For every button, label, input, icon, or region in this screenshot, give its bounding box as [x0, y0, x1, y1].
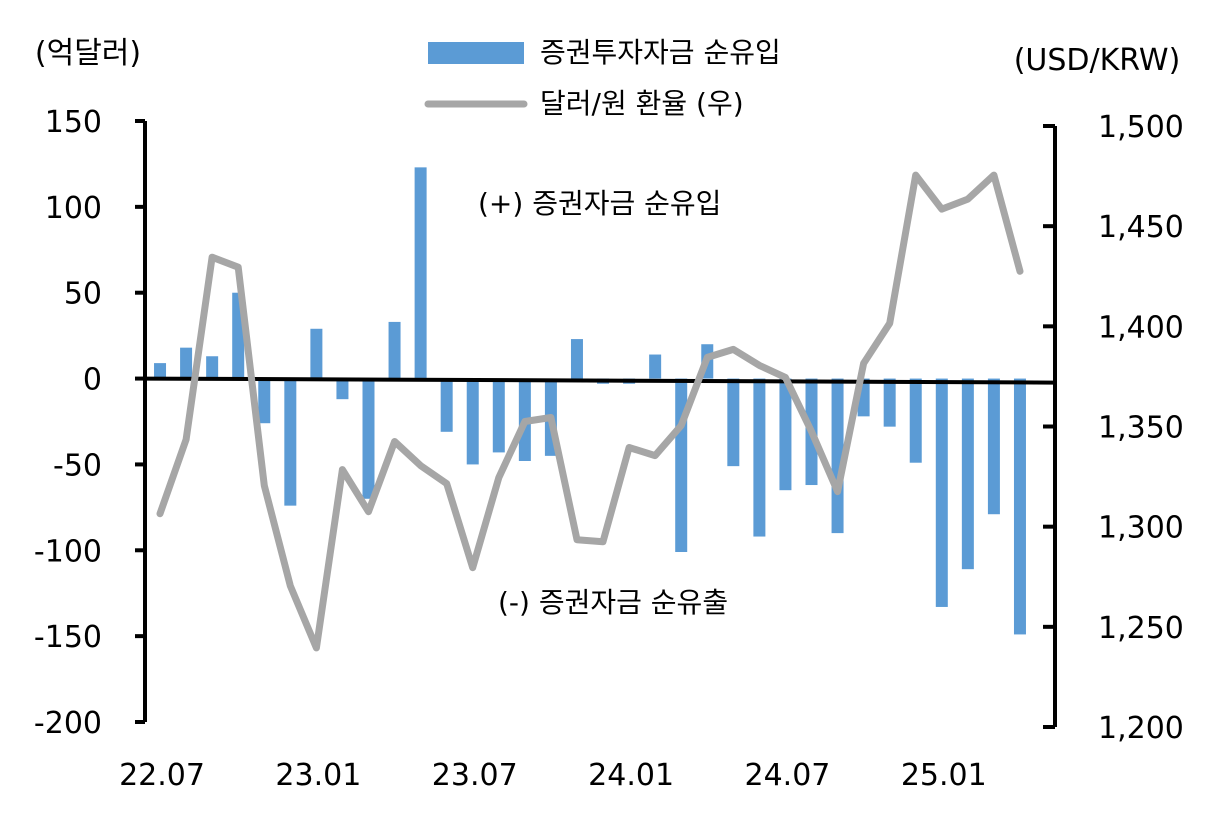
bar	[492, 378, 505, 453]
bar	[336, 378, 349, 400]
bar	[961, 378, 974, 570]
bar	[649, 354, 662, 379]
right-tick-label: 1,200	[1098, 711, 1184, 746]
bar	[388, 321, 401, 379]
annotation-outflow: (-) 증권자금 순유출	[498, 586, 728, 619]
left-tick-label: -50	[53, 448, 102, 483]
exchange-rate-point	[941, 208, 943, 210]
exchange-rate-point	[628, 447, 630, 449]
exchange-rate-point	[680, 425, 682, 427]
bar	[206, 356, 219, 379]
x-axis: 22.07 23.01 23.07 24.01 24.07 25.01	[119, 758, 987, 793]
bar	[779, 378, 792, 491]
legend-label-line: 달러/원 환율 (우)	[540, 87, 744, 120]
left-axis-unit: (억달러)	[35, 36, 141, 71]
left-axis: 150 100 50 0 -50 -100 -150 -200	[34, 105, 147, 741]
exchange-rate-point	[420, 465, 422, 467]
bar	[987, 378, 1000, 515]
bar	[258, 378, 271, 424]
bar	[284, 378, 297, 506]
right-tick-label: 1,400	[1098, 310, 1184, 345]
exchange-rate-point	[576, 539, 578, 541]
bar-series	[154, 167, 1026, 635]
legend-label-bar: 증권투자자금 순유입	[540, 36, 781, 69]
bar	[1013, 378, 1026, 635]
exchange-rate-point	[315, 647, 317, 649]
x-tick-label: 22.07	[119, 758, 205, 793]
bar	[753, 378, 766, 537]
exchange-rate-point	[446, 483, 448, 485]
exchange-rate-point	[472, 567, 474, 569]
left-tick-label: 150	[45, 105, 102, 140]
exchange-rate-point	[967, 198, 969, 200]
bar	[310, 328, 323, 379]
right-axis: 1,500 1,450 1,400 1,350 1,300 1,250 1,200	[1043, 110, 1184, 746]
bar	[675, 378, 688, 553]
exchange-rate-point	[524, 421, 526, 422]
right-axis-unit: (USD/KRW)	[1014, 43, 1181, 78]
zero-line-group	[144, 376, 1056, 385]
exchange-rate-point	[915, 174, 917, 176]
exchange-rate-point	[602, 541, 604, 543]
bar	[466, 378, 479, 465]
bar	[909, 378, 922, 463]
exchange-rate-line	[156, 171, 1024, 652]
bar	[362, 378, 375, 499]
exchange-rate-point	[654, 455, 656, 457]
exchange-rate-point	[368, 511, 369, 513]
right-tick-label: 1,250	[1098, 611, 1184, 646]
left-tick-label: 100	[45, 191, 102, 226]
exchange-rate-point	[758, 364, 760, 366]
annotation-inflow: (+) 증권자금 순유입	[478, 187, 721, 220]
x-tick-label: 23.01	[275, 758, 361, 793]
x-tick-label: 24.01	[588, 758, 674, 793]
exchange-rate-point	[706, 356, 708, 358]
exchange-rate-point	[341, 469, 343, 471]
bar	[570, 339, 583, 379]
left-tick-label: 0	[83, 363, 102, 398]
left-tick-label: -200	[34, 706, 102, 741]
x-tick-label: 24.07	[744, 758, 830, 793]
bar	[935, 378, 948, 607]
exchange-rate-point	[185, 439, 187, 441]
exchange-rate-point	[863, 362, 865, 364]
exchange-rate-point	[394, 441, 396, 443]
right-tick-label: 1,500	[1098, 110, 1184, 145]
right-tick-label: 1,350	[1098, 411, 1184, 446]
bar	[440, 378, 453, 432]
bar	[414, 167, 427, 379]
exchange-rate-point	[889, 322, 891, 324]
bar	[154, 363, 167, 379]
exchange-rate-point	[289, 585, 291, 587]
bar	[180, 347, 193, 379]
left-tick-label: -100	[34, 534, 102, 569]
right-tick-label: 1,300	[1098, 511, 1184, 546]
legend-swatch-bar	[428, 42, 524, 64]
x-tick-label: 25.01	[901, 758, 987, 793]
line-series	[156, 171, 1024, 652]
exchange-rate-point	[1019, 270, 1021, 272]
bar	[727, 378, 740, 467]
exchange-rate-point	[237, 266, 239, 268]
bar	[831, 378, 844, 534]
exchange-rate-point	[211, 256, 213, 258]
exchange-rate-point	[732, 348, 734, 350]
exchange-rate-point	[784, 376, 786, 378]
bar	[883, 378, 896, 427]
exchange-rate-point	[159, 513, 161, 515]
legend: 증권투자자금 순유입 달러/원 환율 (우)	[424, 36, 781, 120]
left-tick-label: 50	[64, 277, 102, 312]
exchange-rate-point	[550, 416, 552, 418]
exchange-rate-point	[993, 174, 995, 176]
x-tick-label: 23.07	[432, 758, 518, 793]
exchange-rate-point	[811, 431, 812, 433]
exchange-rate-point	[837, 491, 839, 493]
exchange-rate-point	[498, 477, 500, 479]
right-tick-label: 1,450	[1098, 210, 1184, 245]
left-tick-label: -150	[34, 620, 102, 655]
exchange-rate-point	[263, 485, 265, 487]
zero-line	[144, 376, 1056, 385]
